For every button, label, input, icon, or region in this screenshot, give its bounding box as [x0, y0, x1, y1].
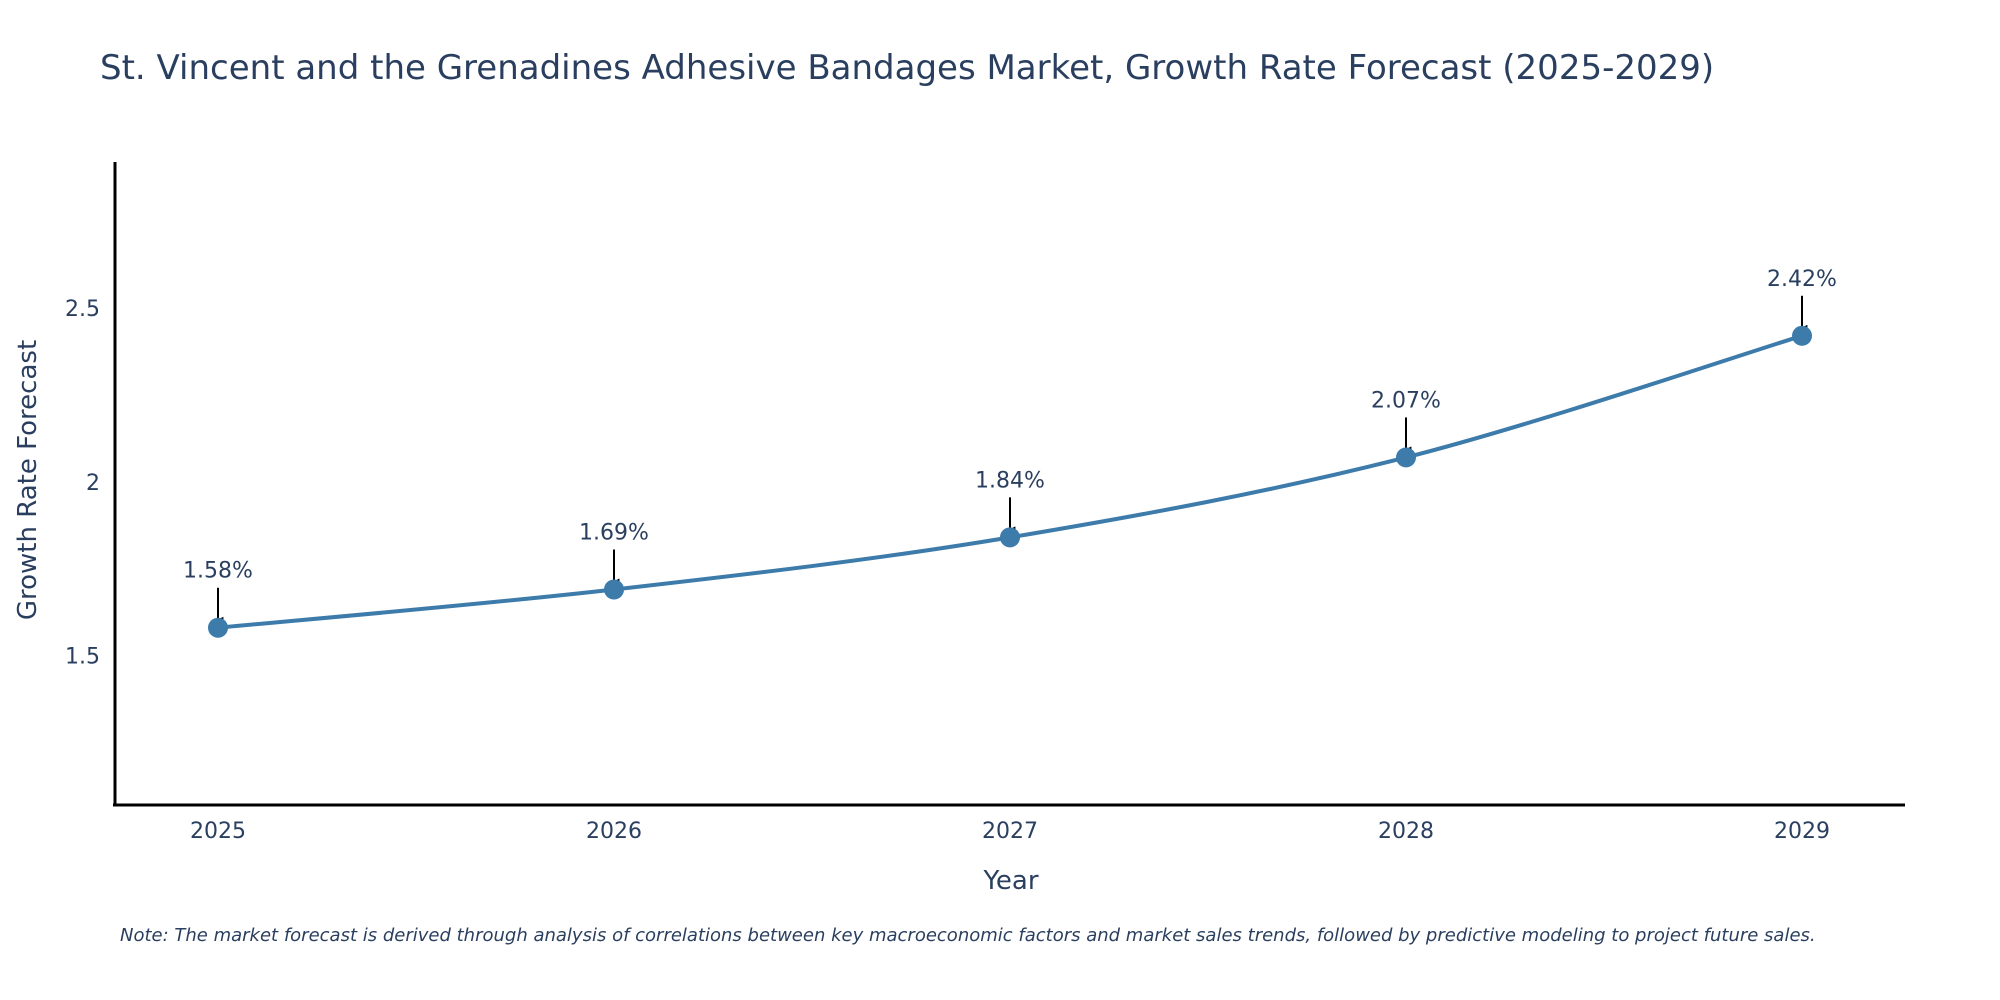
data-point: [1396, 447, 1416, 468]
y-tick-label: 2.5: [65, 297, 100, 322]
chart-title: St. Vincent and the Grenadines Adhesive …: [100, 48, 1714, 88]
y-tick-labels: 1.5 2 2.5: [65, 297, 100, 670]
x-tick-label: 2028: [1378, 819, 1434, 844]
x-tick-label: 2029: [1774, 819, 1830, 844]
data-point: [604, 579, 624, 600]
data-label: 2.07%: [1371, 388, 1441, 413]
data-points: [208, 325, 1812, 638]
data-label: 1.69%: [579, 521, 649, 546]
data-point: [1792, 325, 1812, 346]
data-label: 1.58%: [183, 559, 253, 584]
x-tick-label: 2027: [982, 819, 1038, 844]
data-label: 2.42%: [1767, 267, 1837, 292]
y-tick-label: 2: [86, 471, 100, 496]
data-annotations: 1.58% 1.69% 1.84% 2.07% 2.42%: [183, 267, 1837, 623]
y-tick-label: 1.5: [65, 645, 100, 670]
chart-note: Note: The market forecast is derived thr…: [120, 925, 1816, 946]
y-axis-title: Growth Rate Forecast: [13, 340, 43, 620]
data-point: [1000, 527, 1020, 548]
x-axis-title: Year: [982, 866, 1038, 896]
x-tick-label: 2026: [586, 819, 642, 844]
data-point: [208, 617, 228, 638]
data-label: 1.84%: [975, 468, 1045, 493]
x-tick-label: 2025: [190, 819, 246, 844]
x-tick-labels: 2025 2026 2027 2028 2029: [190, 819, 1830, 844]
